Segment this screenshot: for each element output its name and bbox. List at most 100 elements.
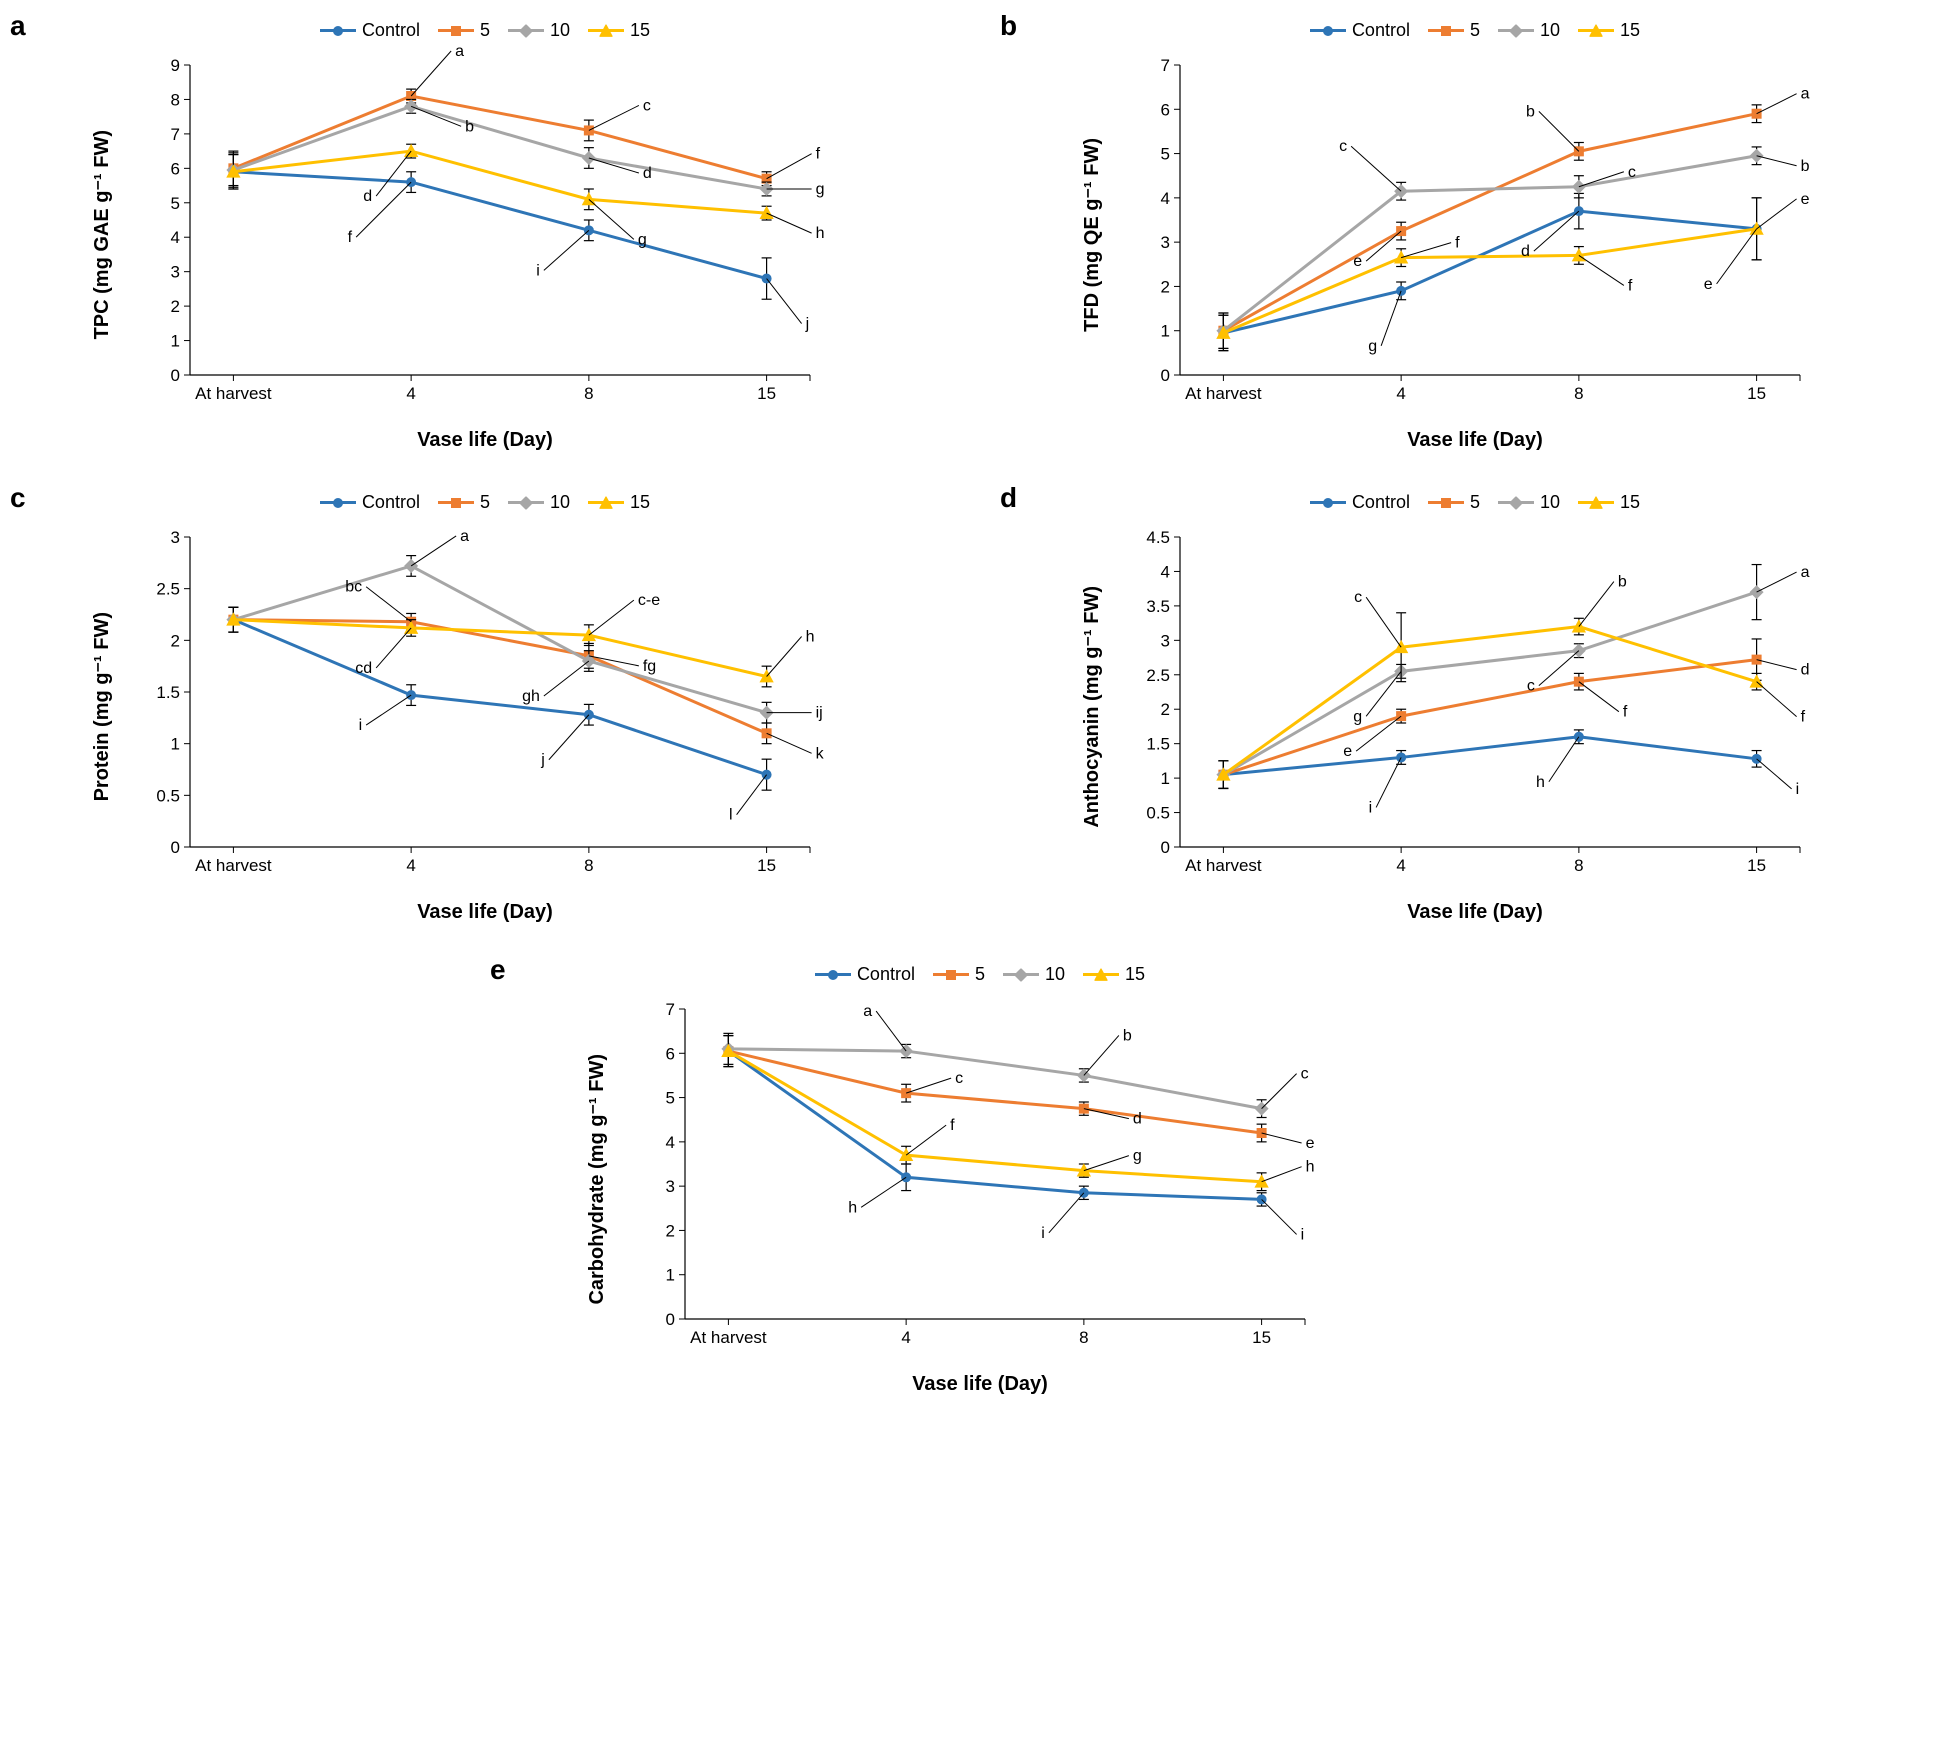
svg-text:e: e: [1801, 191, 1810, 208]
legend-label: 15: [630, 20, 650, 41]
legend-label: 5: [1470, 492, 1480, 513]
legend-label: 10: [550, 492, 570, 513]
svg-text:i: i: [1369, 799, 1373, 816]
svg-text:c: c: [955, 1070, 963, 1087]
legend-item-s15: 15: [588, 20, 650, 41]
plot-c: 00.511.522.53At harvest4815abccdic-efggh…: [120, 517, 880, 897]
svg-text:c: c: [1301, 1066, 1309, 1083]
legend-label: 10: [550, 20, 570, 41]
svg-text:f: f: [1623, 704, 1628, 721]
svg-text:3: 3: [171, 528, 180, 547]
svg-text:e: e: [1704, 276, 1713, 293]
svg-text:b: b: [1801, 158, 1810, 175]
svg-text:3: 3: [1161, 631, 1170, 650]
svg-text:a: a: [1801, 564, 1810, 581]
svg-text:1: 1: [171, 735, 180, 754]
svg-text:c: c: [1527, 678, 1535, 695]
svg-text:i: i: [1041, 1225, 1045, 1242]
svg-text:b: b: [1526, 103, 1535, 120]
legend: Control 5 10 15: [1310, 492, 1640, 513]
svg-text:g: g: [816, 181, 825, 198]
legend-item-s5: 5: [1428, 492, 1480, 513]
svg-text:8: 8: [584, 384, 593, 403]
legend-label: 10: [1540, 20, 1560, 41]
legend-item-s10: 10: [508, 492, 570, 513]
svg-text:4: 4: [666, 1133, 675, 1152]
svg-text:c: c: [643, 97, 651, 114]
legend: Control 5 10 15: [320, 492, 650, 513]
plot-b: 01234567At harvest4815cefgbcdfabee: [1110, 45, 1870, 425]
svg-text:0: 0: [1161, 366, 1170, 385]
svg-text:d: d: [1133, 1111, 1142, 1128]
svg-text:15: 15: [1747, 856, 1766, 875]
svg-text:l: l: [729, 807, 733, 824]
xlabel-d: Vase life (Day): [1407, 901, 1543, 924]
svg-text:3: 3: [171, 263, 180, 282]
svg-text:f: f: [1801, 709, 1806, 726]
legend-item-s5: 5: [1428, 20, 1480, 41]
figure-grid: a Control 5 10 15TPC (mg GAE g⁻¹ FW)0123…: [20, 20, 1940, 1396]
svg-text:4: 4: [406, 384, 415, 403]
legend-item-s15: 15: [588, 492, 650, 513]
plot-d: 00.511.522.533.544.5At harvest4815cgeibc…: [1110, 517, 1870, 897]
svg-text:e: e: [1353, 253, 1362, 270]
svg-text:1.5: 1.5: [156, 683, 180, 702]
svg-text:1: 1: [1161, 769, 1170, 788]
plot-a: 0123456789At harvest4815abdfcdgifghj: [120, 45, 880, 425]
svg-text:d: d: [1801, 662, 1810, 679]
svg-text:bc: bc: [345, 579, 362, 596]
svg-text:h: h: [816, 225, 825, 242]
panel-label-c: c: [10, 482, 26, 514]
svg-text:h: h: [1306, 1159, 1315, 1176]
svg-text:2: 2: [171, 297, 180, 316]
svg-text:i: i: [1796, 781, 1800, 798]
svg-text:At harvest: At harvest: [195, 856, 272, 875]
svg-text:i: i: [536, 262, 540, 279]
svg-text:c: c: [1354, 589, 1362, 606]
svg-text:6: 6: [1161, 100, 1170, 119]
svg-text:0.5: 0.5: [156, 786, 180, 805]
chart-a: Control 5 10 15TPC (mg GAE g⁻¹ FW)012345…: [20, 20, 950, 452]
svg-text:d: d: [1521, 243, 1530, 260]
svg-text:c: c: [1628, 164, 1636, 181]
legend-label: 5: [975, 964, 985, 985]
legend-item-s15: 15: [1578, 492, 1640, 513]
legend-label: 5: [480, 20, 490, 41]
legend-item-control: Control: [320, 492, 420, 513]
legend-label: Control: [362, 20, 420, 41]
legend: Control 5 10 15: [1310, 20, 1640, 41]
svg-text:ij: ij: [816, 705, 823, 722]
svg-text:f: f: [950, 1117, 955, 1134]
svg-text:j: j: [805, 316, 810, 333]
svg-text:fg: fg: [643, 658, 656, 675]
svg-text:4: 4: [1396, 856, 1405, 875]
svg-text:1: 1: [666, 1266, 675, 1285]
svg-text:5: 5: [1161, 145, 1170, 164]
svg-text:15: 15: [1747, 384, 1766, 403]
svg-text:4: 4: [171, 228, 180, 247]
svg-text:e: e: [1343, 743, 1352, 760]
svg-text:i: i: [359, 717, 363, 734]
legend: Control 5 10 15: [815, 964, 1145, 985]
legend-item-s10: 10: [1498, 20, 1560, 41]
svg-text:3: 3: [1161, 233, 1170, 252]
panel-label-d: d: [1000, 482, 1017, 514]
svg-text:a: a: [863, 1003, 872, 1020]
svg-text:h: h: [806, 629, 815, 646]
svg-text:9: 9: [171, 56, 180, 75]
ylabel-a: TPC (mg GAE g⁻¹ FW): [90, 130, 114, 339]
legend-label: 15: [1620, 20, 1640, 41]
svg-text:g: g: [638, 231, 647, 248]
svg-text:5: 5: [171, 194, 180, 213]
chart-e: Control 5 10 15Carbohydrate (mg g⁻¹ FW)0…: [500, 964, 1460, 1396]
legend-item-control: Control: [320, 20, 420, 41]
legend-item-s5: 5: [438, 492, 490, 513]
svg-text:d: d: [363, 188, 372, 205]
xlabel-b: Vase life (Day): [1407, 429, 1543, 452]
panel-d: d Control 5 10 15Anthocyanin (mg g⁻¹ FW)…: [1010, 492, 1940, 924]
svg-text:At harvest: At harvest: [1185, 856, 1262, 875]
svg-text:c-e: c-e: [638, 592, 660, 609]
legend-label: 15: [1125, 964, 1145, 985]
svg-text:6: 6: [171, 159, 180, 178]
svg-text:1: 1: [1161, 322, 1170, 341]
